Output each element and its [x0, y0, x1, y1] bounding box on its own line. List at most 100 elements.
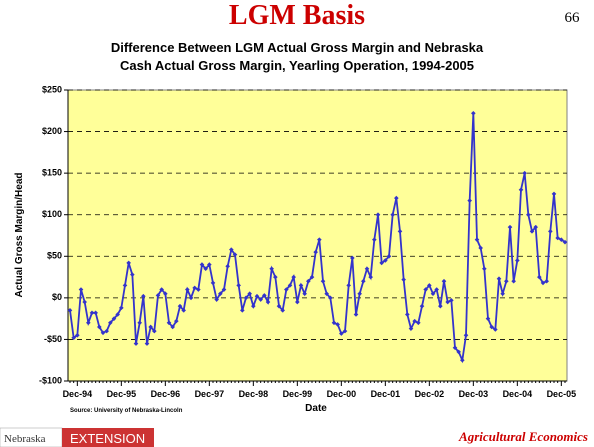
x-tick-label: Dec-94: [63, 389, 93, 399]
point-marker: [133, 341, 139, 346]
point-marker: [383, 258, 388, 263]
logo-right-box: [62, 428, 154, 447]
point-marker: [232, 252, 238, 257]
point-marker: [251, 303, 256, 309]
point-marker: [93, 310, 98, 316]
point-marker: [515, 258, 520, 263]
point-marker: [163, 291, 168, 296]
point-marker: [375, 212, 381, 218]
point-marker: [75, 332, 80, 338]
point-marker: [500, 291, 505, 296]
point-marker: [225, 263, 230, 269]
point-marker: [544, 278, 549, 284]
point-marker: [188, 295, 194, 301]
point-marker: [203, 266, 208, 272]
point-marker: [463, 332, 469, 338]
point-marker: [427, 283, 432, 288]
point-marker: [533, 224, 538, 230]
point-marker: [111, 316, 117, 321]
point-marker: [353, 312, 359, 317]
point-marker: [148, 324, 153, 330]
point-marker: [339, 331, 344, 336]
point-marker: [309, 274, 315, 280]
point-marker: [449, 298, 454, 303]
point-marker: [236, 283, 241, 288]
point-marker: [108, 320, 113, 326]
point-marker: [166, 320, 172, 326]
point-marker: [185, 287, 190, 292]
point-marker: [284, 287, 289, 292]
x-tick-label: Dec-04: [503, 389, 533, 399]
point-marker: [416, 320, 421, 326]
point-marker: [346, 283, 351, 288]
point-marker: [199, 262, 205, 267]
point-marker: [221, 287, 227, 292]
point-marker: [119, 305, 124, 311]
point-marker: [152, 328, 157, 334]
point-marker: [141, 293, 146, 299]
point-marker: [324, 291, 329, 296]
point-marker: [302, 291, 307, 296]
point-marker: [177, 303, 183, 309]
point-marker: [526, 212, 531, 218]
point-marker: [423, 287, 428, 292]
x-tick-label: Dec-95: [107, 389, 137, 399]
point-marker: [357, 291, 362, 296]
point-marker: [548, 229, 553, 234]
point-marker: [298, 283, 304, 288]
x-tick-label: Dec-02: [415, 389, 445, 399]
point-marker: [155, 293, 161, 298]
point-marker: [394, 195, 399, 201]
point-marker: [86, 320, 91, 326]
point-marker: [137, 320, 142, 326]
point-marker: [181, 308, 186, 313]
x-tick-label: Dec-01: [371, 389, 401, 399]
point-marker: [412, 318, 417, 324]
point-marker: [474, 237, 480, 242]
point-marker: [460, 357, 465, 363]
source-note: Source: University of Nebraska-Lincoln: [70, 408, 183, 414]
y-tick-label: $200: [42, 126, 62, 136]
x-tick-label: Dec-96: [151, 389, 181, 399]
point-marker: [320, 278, 326, 284]
point-marker: [229, 247, 234, 252]
point-marker: [104, 328, 109, 334]
point-marker: [218, 291, 223, 296]
point-marker: [408, 326, 414, 331]
point-marker: [452, 345, 458, 351]
point-marker: [368, 274, 373, 280]
point-marker: [192, 285, 197, 291]
point-marker: [361, 278, 366, 284]
page-number: 66: [565, 10, 581, 26]
point-marker: [511, 278, 516, 284]
chart-title-line: Cash Actual Gross Margin, Yearling Opera…: [120, 58, 474, 73]
point-marker: [174, 318, 179, 324]
point-marker: [493, 327, 498, 332]
point-marker: [295, 299, 300, 305]
point-marker: [529, 229, 535, 234]
point-marker: [489, 324, 494, 330]
point-marker: [478, 245, 483, 251]
point-marker: [328, 295, 333, 301]
point-marker: [207, 262, 212, 267]
y-tick-label: -$50: [44, 334, 62, 344]
point-marker: [170, 324, 175, 330]
point-marker: [273, 274, 278, 280]
point-marker: [100, 330, 106, 336]
point-marker: [386, 253, 392, 259]
point-marker: [258, 297, 263, 302]
point-marker: [559, 237, 564, 242]
point-marker: [372, 237, 377, 242]
point-marker: [240, 308, 245, 313]
point-marker: [214, 297, 219, 302]
x-tick-label: Dec-05: [547, 389, 577, 399]
point-marker: [471, 110, 476, 116]
plot: -$100 -$50 $0 $50 $100 $150 $200 $250 Dec-94 Dec-…: [39, 84, 576, 399]
point-marker: [482, 266, 487, 272]
point-marker: [342, 328, 348, 334]
point-marker: [269, 266, 274, 272]
point-marker: [562, 239, 568, 245]
point-marker: [287, 283, 293, 288]
y-tick-label: $100: [42, 209, 62, 219]
